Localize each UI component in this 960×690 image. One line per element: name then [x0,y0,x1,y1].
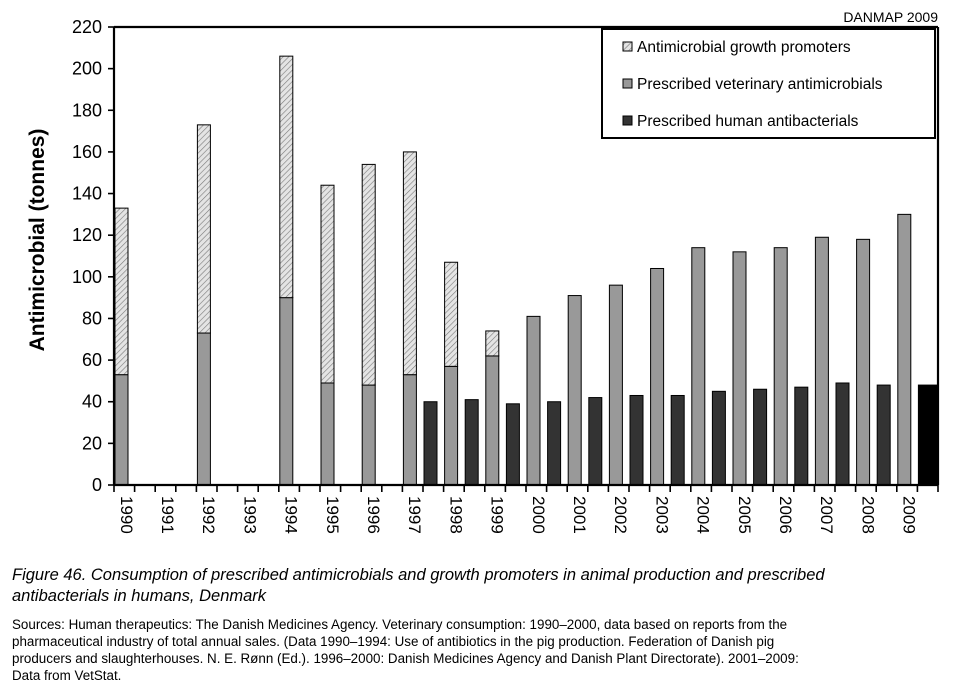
x-tick-label-1990: 1990 [117,496,136,534]
y-tick-label-140: 140 [72,184,102,204]
x-tick-label-1993: 1993 [240,496,259,534]
bar-veterinary-1997 [402,374,417,486]
y-axis-label: Antimicrobial (tonnes) [26,129,49,352]
y-tick-label-0: 0 [92,475,102,495]
bar-veterinary-2000 [526,315,541,486]
x-tick-label-1997: 1997 [405,496,424,534]
bar-human-2008 [876,384,891,486]
legend-swatch-veterinary [622,78,633,89]
bar-human-1997 [423,401,438,486]
bar-growth-promoters-1999 [485,330,500,357]
y-tick-label-100: 100 [72,267,102,287]
y-tick-label-120: 120 [72,225,102,245]
bar-human-2005 [753,388,768,486]
bar-veterinary-1990 [114,374,129,486]
x-tick-label-2002: 2002 [611,496,630,534]
bar-veterinary-2002 [608,284,623,486]
bar-veterinary-2003 [650,267,665,486]
bar-growth-promoters-1994 [279,55,294,299]
sources-line-1: Sources: Human therapeutics: The Danish … [12,617,788,632]
bar-human-2000 [547,401,562,486]
x-tick-label-2001: 2001 [570,496,589,534]
bar-growth-promoters-1995 [320,184,335,384]
bar-human-2007 [835,382,850,486]
x-tick-label-2000: 2000 [529,496,548,534]
y-axis-label-group: Antimicrobial (tonnes) [26,129,49,352]
bar-veterinary-2007 [814,236,829,486]
sources-line-3: producers and slaughterhouses. N. E. Røn… [12,651,799,666]
bar-veterinary-2009 [897,213,912,486]
x-tick-label-2006: 2006 [776,496,795,534]
x-tick-label-1994: 1994 [282,496,301,534]
x-tick-label-1998: 1998 [446,496,465,534]
bar-growth-promoters-1996 [361,163,376,386]
y-tick-label-80: 80 [82,308,102,328]
legend-swatch-human [622,115,633,126]
y-tick-label-20: 20 [82,433,102,453]
axes: 0 20 40 60 80 100 120 140 160 180 200 220 1990 1991 19… [72,17,940,534]
sources-note: Sources: Human therapeutics: The Danish … [12,616,956,684]
bar-human-2004 [711,390,726,486]
x-tick-label-1996: 1996 [364,496,383,534]
bar-veterinary-1999 [485,355,500,486]
y-tick-label-40: 40 [82,392,102,412]
chart: DANMAP 2009 Antimicrobial (tonnes) 0 20 40… [26,9,940,534]
x-tick-label-2007: 2007 [817,496,836,534]
y-tick-label-200: 200 [72,59,102,79]
x-tick-label-2004: 2004 [694,496,713,534]
bar-growth-promoters-1992 [196,124,211,334]
legend-box [601,28,936,139]
x-tick-label-2003: 2003 [652,496,671,534]
y-tick-label-180: 180 [72,100,102,120]
corner-label: DANMAP 2009 [843,9,938,25]
x-tick-label-1991: 1991 [158,496,177,534]
bar-human-2002 [629,394,644,486]
bar-veterinary-1992 [196,332,211,486]
caption-line-2: antibacterials in humans, Denmark [12,587,267,605]
bar-veterinary-1996 [361,384,376,486]
bar-human-1999 [505,403,520,486]
legend-label-human: Prescribed human antibacterials [637,113,859,130]
bar-growth-promoters-1990 [114,207,129,376]
bar-human-2003 [670,394,685,486]
bar-veterinary-1995 [320,382,335,486]
bar-growth-promoters-1997 [402,151,417,376]
x-tick-label-1999: 1999 [488,496,507,534]
bar-veterinary-2005 [732,251,747,486]
bar-veterinary-2001 [567,295,582,486]
x-tick-label-2005: 2005 [735,496,754,534]
legend-label-veterinary: Prescribed veterinary antimicrobials [637,76,883,93]
caption-line-1: Figure 46. Consumption of prescribed ant… [12,566,825,584]
bar-veterinary-2006 [773,247,788,486]
legend-swatch-growth-promoters [622,41,633,52]
bar-veterinary-2004 [691,247,706,486]
bar-veterinary-1998 [444,365,459,486]
legend-label-growth-promoters: Antimicrobial growth promoters [637,39,851,56]
x-tick-label-2009: 2009 [900,496,919,534]
x-tick-label-1995: 1995 [323,496,342,534]
bar-human-1998 [464,399,479,486]
bar-veterinary-2008 [856,238,871,486]
figure-caption: Figure 46. Consumption of prescribed ant… [12,565,952,607]
y-tick-label-60: 60 [82,350,102,370]
legend: Antimicrobial growth promoters Prescribed… [601,28,936,139]
x-tick-label-1992: 1992 [199,496,218,534]
x-tick-label-2008: 2008 [858,496,877,534]
bar-veterinary-1994 [279,297,294,486]
bar-human-2001 [588,397,603,486]
sources-line-2: pharmaceutical industry of total annual … [12,634,775,649]
y-tick-label-220: 220 [72,17,102,37]
sources-line-4: Data from VetStat. [12,668,122,683]
bar-human-2009 [917,384,939,486]
y-tick-label-160: 160 [72,142,102,162]
bar-growth-promoters-1998 [444,261,459,367]
bar-human-2006 [794,386,809,486]
bars [114,55,939,486]
